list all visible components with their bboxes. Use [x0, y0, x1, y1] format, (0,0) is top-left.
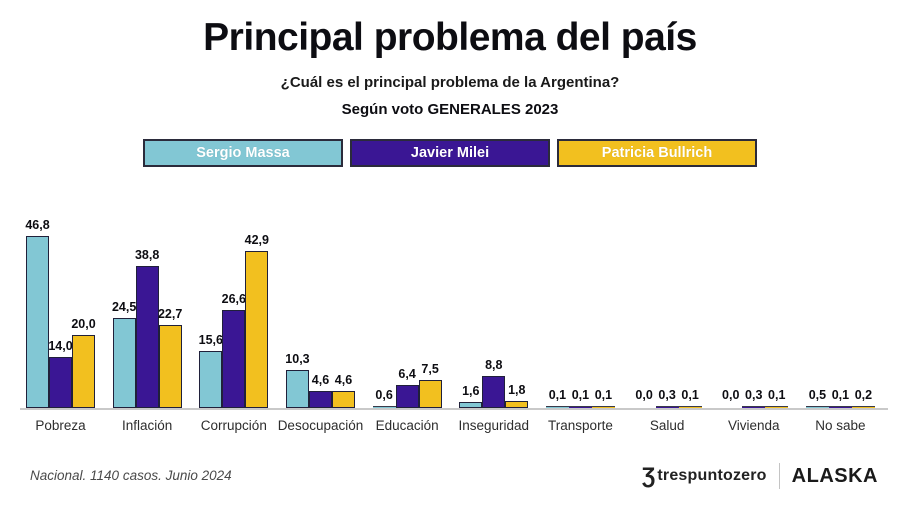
bar-patricia-bullrich-inseguridad — [505, 401, 529, 408]
bar-group-salud: 0,0 0,3 0,1 Salud — [633, 200, 702, 433]
category-label-transporte: Transporte — [548, 418, 613, 433]
value-label: 4,6 — [334, 373, 353, 387]
bar-javier-milei-inflación — [135, 266, 159, 408]
category-label-inseguridad: Inseguridad — [458, 418, 530, 433]
value-label: 0,0 — [635, 388, 653, 402]
bar-group-no-sabe: 0,5 0,1 0,2 No sabe — [805, 200, 875, 433]
bar-javier-milei-salud — [655, 406, 679, 408]
value-label: 20,0 — [71, 317, 96, 331]
bar-patricia-bullrich-vivienda — [765, 406, 789, 408]
value-label: 1,6 — [462, 384, 480, 398]
bar-patricia-bullrich-educación — [418, 380, 442, 408]
bar-group-transporte: 0,1 0,1 0,1 Transporte — [545, 200, 615, 433]
value-label: 24,5 — [111, 300, 137, 314]
value-label: 0,1 — [831, 388, 850, 402]
value-label: 0,2 — [854, 388, 873, 402]
bar-group-inflación: 24,5 38,8 22,7 Inflación — [112, 200, 182, 433]
value-label: 0,0 — [722, 388, 740, 402]
bar-javier-milei-corrupción — [222, 310, 246, 408]
value-label: 0,3 — [745, 388, 763, 402]
bar-javier-milei-transporte — [568, 406, 592, 408]
bar-javier-milei-desocupación — [308, 391, 332, 408]
bar-sergio-massa-inseguridad — [459, 402, 483, 408]
value-label: 0,1 — [548, 388, 567, 402]
bar-sergio-massa-corrupción — [199, 351, 223, 408]
bar-patricia-bullrich-inflación — [158, 325, 182, 408]
trespuntozero-logo-text: trespuntozero — [657, 467, 767, 484]
value-label: 4,6 — [311, 373, 330, 387]
legend-item-javier-milei: Javier Milei — [350, 139, 550, 167]
value-label: 0,1 — [594, 388, 613, 402]
bar-chart: 46,8 14,0 20,0 Pobreza 24,5 38,8 22,7 Inflación… — [25, 200, 875, 433]
value-label: 22,7 — [157, 307, 183, 321]
value-label: 42,9 — [244, 233, 269, 247]
bar-group-inseguridad: 1,6 8,8 1,8 Inseguridad — [459, 200, 530, 433]
bar-javier-milei-inseguridad — [482, 376, 506, 408]
bar-patricia-bullrich-salud — [678, 406, 702, 408]
logo-divider — [778, 463, 780, 489]
methodology-note: Nacional. 1140 casos. Junio 2024 — [30, 468, 232, 483]
legend-item-patricia-bullrich: Patricia Bullrich — [557, 139, 757, 167]
value-label: 8,8 — [485, 358, 503, 372]
bar-patricia-bullrich-pobreza — [72, 335, 95, 408]
value-label: 6,4 — [398, 367, 416, 381]
trespuntozero-logo-icon: Ʒ — [641, 463, 656, 488]
page-subtitle: ¿Cuál es el principal problema de la Arg… — [280, 74, 620, 91]
category-label-salud: Salud — [649, 418, 685, 433]
bar-patricia-bullrich-no-sabe — [851, 406, 875, 408]
value-label: 0,3 — [658, 388, 676, 402]
category-label-pobreza: Pobreza — [35, 418, 86, 433]
bar-javier-milei-pobreza — [49, 357, 72, 408]
value-label: 14,0 — [48, 339, 73, 353]
bar-patricia-bullrich-desocupación — [331, 391, 355, 408]
value-label: 26,6 — [221, 292, 246, 306]
value-label: 7,5 — [421, 362, 439, 376]
bar-group-educación: 0,6 6,4 7,5 Educación — [372, 200, 442, 433]
bar-sergio-massa-inflación — [112, 318, 136, 408]
value-label: 0,1 — [681, 388, 699, 402]
value-label: 15,6 — [198, 333, 223, 347]
value-label: 10,3 — [285, 352, 310, 366]
value-label: 46,8 — [25, 218, 50, 232]
page-title: Principal problema del país — [203, 16, 697, 59]
bar-group-corrupción: 15,6 26,6 42,9 Corrupción — [199, 200, 269, 433]
bar-group-vivienda: 0,0 0,3 0,1 Vivienda — [719, 200, 789, 433]
bar-sergio-massa-desocupación — [285, 370, 309, 408]
filter-label: Según voto GENERALES 2023 — [341, 101, 559, 118]
bar-javier-milei-vivienda — [742, 406, 766, 408]
value-label: 0,6 — [375, 388, 393, 402]
category-label-vivienda: Vivienda — [727, 418, 780, 433]
value-label: 0,5 — [808, 388, 827, 402]
alaska-logo: ALASKA — [791, 464, 878, 487]
value-label: 0,1 — [768, 388, 786, 402]
category-label-no-sabe: No sabe — [815, 418, 866, 433]
bar-javier-milei-educación — [395, 385, 419, 408]
category-label-educación: Educación — [375, 418, 439, 433]
trespuntozero-logo: Ʒ trespuntozero — [642, 465, 767, 487]
value-label: 0,1 — [571, 388, 590, 402]
bar-sergio-massa-educación — [372, 406, 396, 408]
category-label-corrupción: Corrupción — [200, 418, 267, 433]
bar-group-desocupación: 10,3 4,6 4,6 Desocupación — [278, 200, 364, 433]
bar-group-pobreza: 46,8 14,0 20,0 Pobreza — [25, 200, 95, 433]
bar-sergio-massa-transporte — [545, 406, 569, 408]
bar-sergio-massa-no-sabe — [805, 406, 829, 408]
bar-sergio-massa-pobreza — [26, 236, 49, 408]
category-label-inflación: Inflación — [122, 418, 173, 433]
bar-patricia-bullrich-transporte — [591, 406, 615, 408]
x-axis-line — [20, 408, 888, 410]
category-label-desocupación: Desocupación — [277, 418, 364, 433]
bar-javier-milei-no-sabe — [828, 406, 852, 408]
bar-patricia-bullrich-corrupción — [245, 251, 269, 408]
legend-item-sergio-massa: Sergio Massa — [143, 139, 343, 167]
legend: Sergio Massa Javier Milei Patricia Bullr… — [0, 139, 900, 167]
value-label: 38,8 — [134, 248, 160, 262]
footer-logos: Ʒ trespuntozero ALASKA — [642, 463, 878, 489]
value-label: 1,8 — [508, 383, 526, 397]
